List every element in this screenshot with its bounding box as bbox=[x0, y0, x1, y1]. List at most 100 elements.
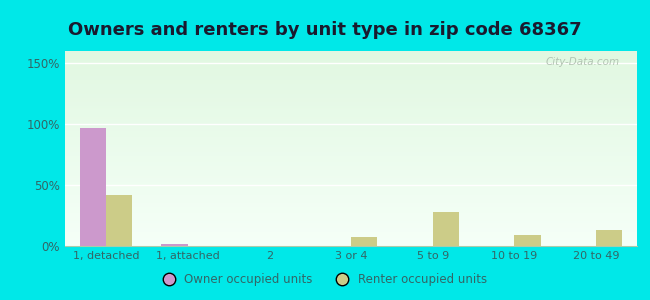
Bar bbox=[433, 212, 459, 246]
Bar bbox=[65, 156, 637, 158]
Bar bbox=[65, 199, 637, 201]
Bar bbox=[65, 145, 637, 146]
Bar bbox=[65, 96, 637, 98]
Bar bbox=[65, 103, 637, 106]
Bar bbox=[65, 51, 637, 53]
Bar bbox=[65, 84, 637, 86]
Bar bbox=[65, 137, 637, 139]
Bar bbox=[65, 220, 637, 223]
Bar bbox=[65, 207, 637, 209]
Bar bbox=[65, 182, 637, 184]
Bar bbox=[65, 53, 637, 55]
Bar bbox=[80, 128, 106, 246]
Bar bbox=[65, 158, 637, 160]
Bar bbox=[65, 229, 637, 230]
Bar bbox=[65, 230, 637, 232]
Bar bbox=[65, 131, 637, 133]
Bar bbox=[596, 230, 622, 246]
Bar bbox=[65, 201, 637, 203]
Bar bbox=[65, 115, 637, 117]
Bar bbox=[65, 232, 637, 234]
Bar bbox=[65, 78, 637, 80]
Bar bbox=[65, 197, 637, 199]
Bar bbox=[65, 148, 637, 150]
Bar bbox=[65, 139, 637, 141]
Bar bbox=[65, 217, 637, 219]
Bar bbox=[65, 238, 637, 240]
Bar bbox=[65, 170, 637, 172]
Bar bbox=[65, 242, 637, 244]
Bar bbox=[65, 180, 637, 182]
Bar bbox=[65, 110, 637, 111]
Bar bbox=[65, 72, 637, 74]
Bar bbox=[65, 240, 637, 242]
Bar bbox=[65, 90, 637, 92]
Bar bbox=[65, 154, 637, 156]
Bar bbox=[65, 86, 637, 88]
Bar bbox=[65, 106, 637, 107]
Bar bbox=[65, 125, 637, 127]
Bar bbox=[65, 55, 637, 57]
Bar bbox=[65, 195, 637, 197]
Bar bbox=[65, 185, 637, 188]
Bar bbox=[65, 107, 637, 110]
Bar bbox=[65, 147, 637, 148]
Bar bbox=[65, 190, 637, 191]
Bar bbox=[65, 98, 637, 100]
Bar bbox=[65, 184, 637, 185]
Bar bbox=[65, 162, 637, 164]
Bar bbox=[65, 80, 637, 82]
Bar bbox=[65, 224, 637, 226]
Bar bbox=[65, 166, 637, 168]
Bar bbox=[65, 57, 637, 59]
Bar bbox=[65, 111, 637, 113]
Bar bbox=[65, 211, 637, 213]
Bar bbox=[65, 178, 637, 180]
Text: Owners and renters by unit type in zip code 68367: Owners and renters by unit type in zip c… bbox=[68, 21, 582, 39]
Bar bbox=[65, 205, 637, 207]
Bar bbox=[65, 121, 637, 123]
Bar bbox=[65, 94, 637, 96]
Bar bbox=[65, 119, 637, 121]
Bar bbox=[65, 117, 637, 119]
Bar bbox=[65, 215, 637, 217]
Bar bbox=[65, 193, 637, 195]
Bar bbox=[351, 238, 377, 246]
Bar bbox=[65, 226, 637, 229]
Bar bbox=[65, 74, 637, 76]
Bar bbox=[65, 234, 637, 236]
Bar bbox=[65, 127, 637, 129]
Bar bbox=[65, 129, 637, 131]
Bar bbox=[65, 142, 637, 145]
Bar bbox=[65, 244, 637, 246]
Bar bbox=[65, 150, 637, 152]
Bar bbox=[65, 223, 637, 224]
Bar bbox=[65, 164, 637, 166]
Bar bbox=[65, 219, 637, 220]
Legend: Owner occupied units, Renter occupied units: Owner occupied units, Renter occupied un… bbox=[159, 269, 491, 291]
Bar bbox=[65, 67, 637, 68]
Bar bbox=[65, 133, 637, 135]
Bar bbox=[65, 64, 637, 67]
Bar bbox=[65, 213, 637, 215]
Bar bbox=[65, 63, 637, 64]
Bar bbox=[65, 176, 637, 178]
Bar bbox=[65, 209, 637, 211]
Bar bbox=[161, 244, 188, 246]
Bar bbox=[65, 88, 637, 90]
Bar bbox=[106, 195, 132, 246]
Bar bbox=[65, 70, 637, 72]
Bar bbox=[65, 82, 637, 84]
Bar bbox=[65, 123, 637, 125]
Text: City-Data.com: City-Data.com bbox=[546, 57, 620, 67]
Bar bbox=[65, 203, 637, 205]
Bar bbox=[65, 236, 637, 238]
Bar bbox=[65, 68, 637, 70]
Bar bbox=[65, 59, 637, 61]
Bar bbox=[65, 160, 637, 162]
Bar bbox=[65, 174, 637, 176]
Bar bbox=[65, 188, 637, 190]
Bar bbox=[65, 172, 637, 174]
Bar bbox=[65, 61, 637, 63]
Bar bbox=[514, 235, 541, 246]
